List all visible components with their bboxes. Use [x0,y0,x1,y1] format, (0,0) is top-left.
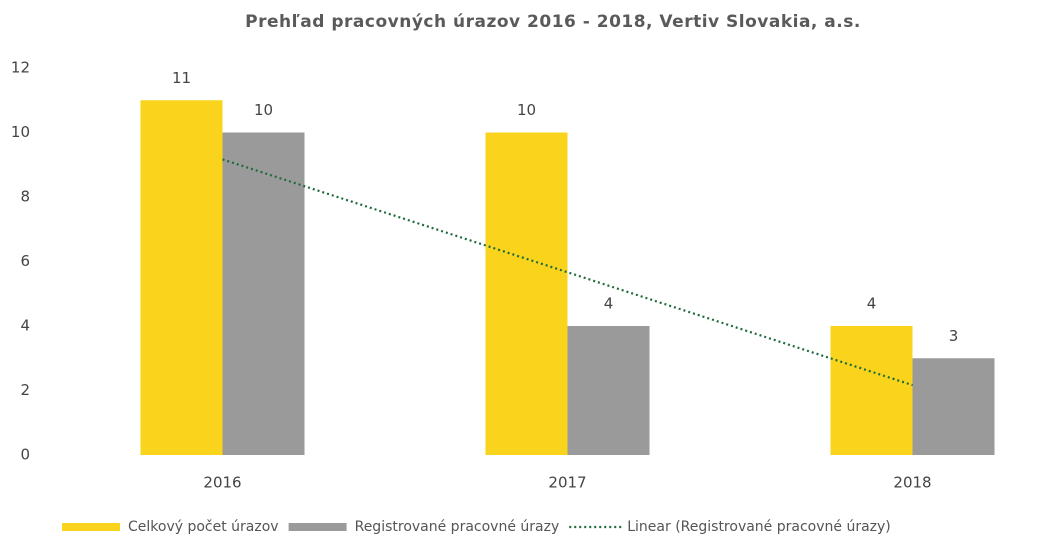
legend-label: Registrované pracovné úrazy [355,519,560,535]
data-label: 4 [867,295,877,313]
y-tick-label: 2 [20,381,30,399]
legend-label: Linear (Registrované pracovné úrazy) [627,519,891,535]
y-tick-label: 0 [20,446,30,464]
bar [912,358,995,455]
x-tick-label: 2018 [893,474,931,492]
y-tick-label: 8 [20,188,30,206]
data-label: 10 [254,101,273,119]
legend-label: Celkový počet úrazov [128,519,279,535]
trendline [222,158,913,387]
legend-swatch [288,523,347,531]
bar [830,326,913,455]
bar [567,326,650,455]
data-label: 11 [172,69,191,87]
y-tick-label: 6 [20,252,30,270]
chart-title: Prehľad pracovných úrazov 2016 - 2018, V… [245,12,861,32]
x-tick-label: 2017 [548,474,586,492]
data-label: 3 [949,327,959,345]
bar [140,100,223,455]
data-label: 4 [604,295,614,313]
y-tick-label: 12 [11,59,30,77]
bar [222,132,305,455]
x-tick-label: 2016 [203,474,241,492]
bar [485,132,568,455]
y-tick-label: 4 [20,317,30,335]
legend-swatch [62,523,120,531]
y-tick-label: 10 [11,123,30,141]
data-label: 10 [517,101,536,119]
